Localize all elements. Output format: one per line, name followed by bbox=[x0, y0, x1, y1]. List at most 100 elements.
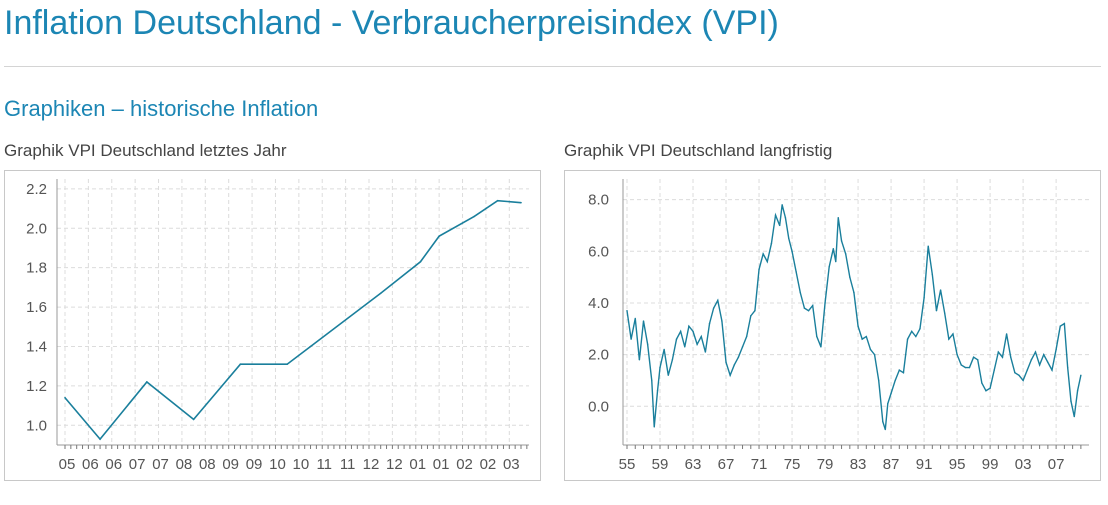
data-point bbox=[931, 273, 934, 276]
chart-vpi-long-term: 8.0 6.0 4.0 2.0 0.0 55 59 63 67 71 75 79 83 87 91 95 99 0… bbox=[564, 170, 1101, 481]
x-tick-label: 79 bbox=[817, 456, 834, 473]
x-tick-label: 12 bbox=[363, 456, 380, 473]
x-tick-label: 63 bbox=[685, 456, 702, 473]
chart-vpi-last-year: 2.2 2.0 1.8 1.6 1.4 1.2 1.0 05 06 06 07 07 08 08 09 09 1… bbox=[4, 170, 541, 481]
data-point bbox=[1055, 348, 1057, 351]
data-point bbox=[700, 335, 702, 338]
title-divider bbox=[4, 66, 1101, 67]
chart-vpi-last-year-svg: 2.2 2.0 1.8 1.6 1.4 1.2 1.0 05 06 06 07 07 08 08 09 09 1… bbox=[26, 179, 529, 473]
x-tick-label: 83 bbox=[850, 456, 867, 473]
data-point bbox=[1073, 415, 1075, 418]
data-point bbox=[997, 351, 1000, 353]
x-tick-label: 11 bbox=[340, 456, 356, 473]
data-point bbox=[898, 369, 901, 371]
x-tick-label: 07 bbox=[129, 456, 146, 473]
data-point bbox=[911, 330, 913, 333]
data-point bbox=[1051, 369, 1053, 371]
data-point bbox=[890, 392, 892, 395]
data-point bbox=[915, 335, 917, 338]
data-point bbox=[774, 214, 777, 216]
x-tick-label: 95 bbox=[949, 456, 966, 473]
data-point bbox=[663, 348, 665, 351]
x-tick-label: 59 bbox=[652, 456, 669, 473]
data-point bbox=[861, 338, 863, 340]
y-tick-label: 1.0 bbox=[26, 417, 47, 434]
x-tick-label: 11 bbox=[316, 456, 332, 473]
data-point bbox=[762, 253, 764, 255]
data-point bbox=[651, 379, 653, 382]
series-line-vpi bbox=[626, 204, 1082, 430]
data-point bbox=[993, 369, 995, 371]
y-tick-label: 0.0 bbox=[588, 398, 609, 415]
data-point bbox=[788, 237, 790, 240]
x-tick-label: 01 bbox=[409, 456, 426, 473]
data-point bbox=[667, 374, 669, 376]
x-tick-label: 07 bbox=[152, 456, 169, 473]
data-point bbox=[837, 217, 839, 219]
data-point bbox=[766, 260, 768, 263]
data-point bbox=[146, 381, 148, 383]
data-point bbox=[944, 312, 946, 314]
data-point bbox=[1034, 351, 1037, 353]
x-tick-label: 55 bbox=[619, 456, 636, 473]
data-point bbox=[952, 333, 954, 335]
chart-vpi-long-term-svg: 8.0 6.0 4.0 2.0 0.0 55 59 63 67 71 75 79 83 87 91 95 99 0… bbox=[588, 179, 1089, 473]
data-point bbox=[737, 356, 740, 358]
data-point bbox=[1076, 390, 1079, 392]
x-tick-label: 02 bbox=[480, 456, 497, 473]
x-tick-label: 10 bbox=[269, 456, 286, 473]
y-tick-label: 8.0 bbox=[588, 192, 609, 209]
data-point bbox=[712, 307, 715, 309]
data-point bbox=[671, 359, 674, 361]
data-point bbox=[696, 343, 698, 345]
x-tick-label: 02 bbox=[456, 456, 473, 473]
data-point bbox=[807, 310, 810, 312]
x-tick-label: 10 bbox=[293, 456, 310, 473]
data-point bbox=[869, 348, 872, 351]
data-point bbox=[873, 353, 876, 356]
data-point bbox=[960, 364, 962, 366]
data-point bbox=[646, 343, 649, 345]
data-point bbox=[1014, 371, 1016, 374]
data-point bbox=[659, 366, 661, 369]
data-point bbox=[956, 353, 958, 356]
y-tick-label: 2.0 bbox=[588, 347, 609, 364]
data-point bbox=[795, 271, 797, 273]
data-point bbox=[1010, 356, 1012, 358]
data-point bbox=[750, 315, 752, 317]
data-point bbox=[626, 310, 628, 312]
data-point bbox=[675, 338, 678, 340]
data-point bbox=[1022, 379, 1024, 382]
y-tick-label: 1.2 bbox=[26, 378, 47, 395]
data-point bbox=[778, 224, 781, 227]
y-tick-label: 6.0 bbox=[588, 243, 609, 260]
data-point bbox=[733, 364, 735, 366]
x-tick-label: 99 bbox=[982, 456, 999, 473]
x-tick-label: 05 bbox=[59, 456, 76, 473]
data-point bbox=[1018, 374, 1020, 376]
data-point bbox=[884, 428, 886, 431]
data-point bbox=[985, 390, 987, 392]
data-point bbox=[1047, 361, 1049, 364]
data-point bbox=[1063, 322, 1066, 325]
data-point bbox=[1005, 333, 1008, 335]
data-point bbox=[653, 426, 655, 428]
x-tick-label: 08 bbox=[199, 456, 216, 473]
data-point bbox=[638, 359, 641, 361]
data-point bbox=[948, 338, 950, 340]
data-point bbox=[704, 351, 707, 353]
chart-caption-long-term: Graphik VPI Deutschland langfristig bbox=[564, 141, 833, 160]
x-tick-label: 71 bbox=[751, 456, 768, 473]
data-point bbox=[832, 248, 835, 250]
data-point bbox=[781, 204, 783, 206]
data-point bbox=[520, 201, 522, 204]
data-point bbox=[923, 297, 925, 299]
data-point bbox=[835, 260, 837, 263]
data-point bbox=[853, 291, 855, 294]
x-tick-label: 08 bbox=[176, 456, 193, 473]
data-point bbox=[939, 289, 942, 291]
page-title: Inflation Deutschland - Verbraucherpreis… bbox=[4, 4, 779, 42]
data-point bbox=[844, 253, 847, 255]
data-point bbox=[1030, 359, 1033, 361]
y-tick-label: 2.0 bbox=[26, 220, 47, 237]
